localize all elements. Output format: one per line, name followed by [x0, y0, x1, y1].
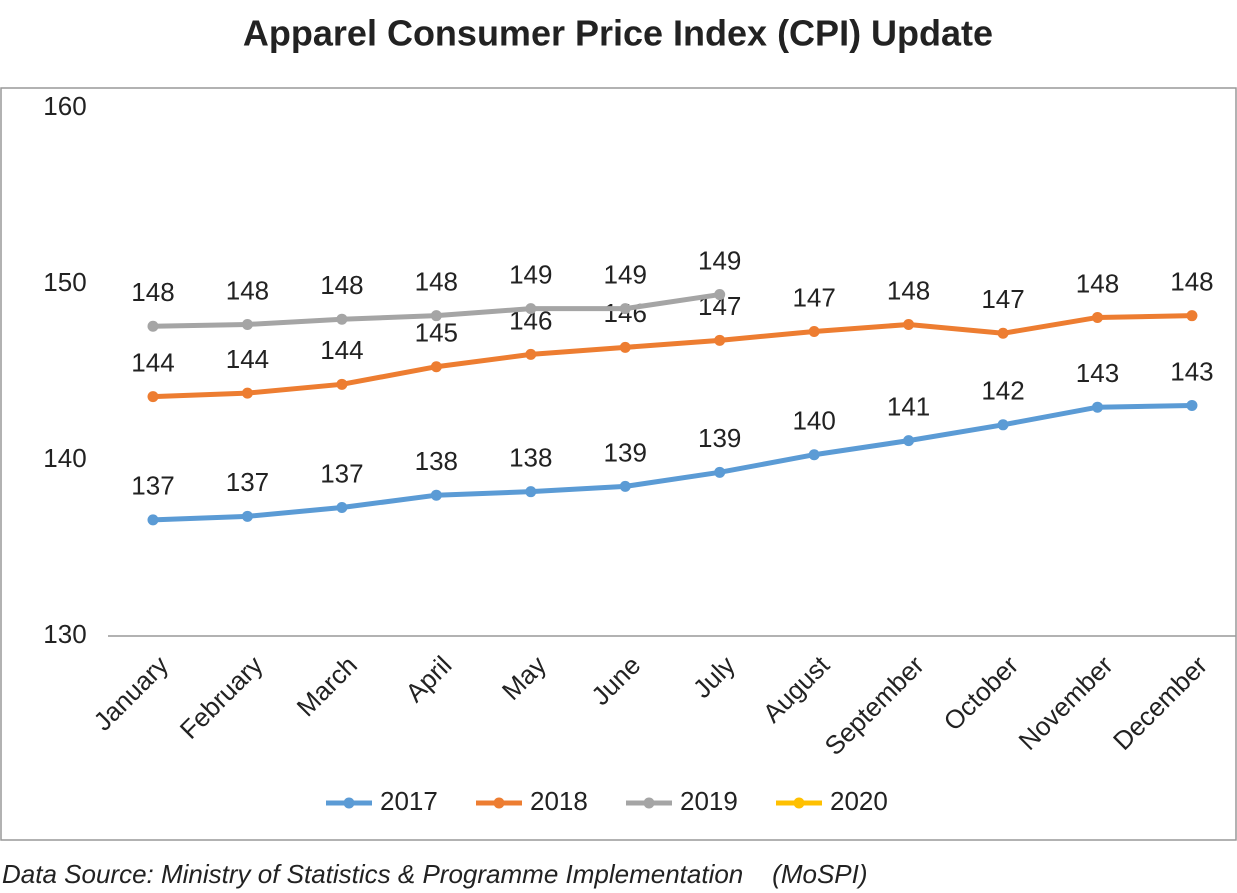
legend-marker	[643, 797, 655, 809]
x-tick-label: October	[938, 650, 1025, 737]
x-tick-label: May	[496, 650, 552, 706]
x-tick-label: December	[1107, 650, 1213, 756]
data-label: 141	[887, 392, 930, 422]
data-label: 149	[604, 260, 647, 290]
data-label: 148	[887, 275, 930, 305]
legend-marker	[343, 797, 355, 809]
data-label: 143	[1170, 356, 1213, 386]
data-point	[147, 514, 159, 526]
data-point	[336, 502, 348, 514]
data-point	[430, 310, 442, 322]
legend-label: 2017	[380, 786, 438, 816]
data-label: 144	[320, 335, 363, 365]
data-point	[808, 326, 820, 338]
data-label: 149	[698, 245, 741, 275]
data-point	[525, 303, 537, 315]
data-label: 139	[604, 437, 647, 467]
data-point	[525, 348, 537, 360]
data-point	[619, 480, 631, 492]
x-tick-label: July	[687, 650, 741, 704]
x-tick-label: August	[757, 649, 836, 728]
data-label: 149	[509, 260, 552, 290]
data-label: 138	[509, 443, 552, 473]
data-label: 139	[698, 423, 741, 453]
data-label: 137	[226, 467, 269, 497]
legend-marker	[493, 797, 505, 809]
y-tick-label: 160	[43, 91, 86, 121]
data-point	[808, 449, 820, 461]
source-note: Data Source: Ministry of Statistics & Pr…	[2, 859, 868, 889]
chart-frame	[0, 87, 1237, 841]
data-point	[336, 378, 348, 390]
data-label: 137	[320, 458, 363, 488]
data-point	[147, 391, 159, 403]
data-point	[336, 313, 348, 325]
data-point	[525, 486, 537, 498]
data-label: 148	[1076, 268, 1119, 298]
data-point	[241, 387, 253, 399]
data-point	[1186, 399, 1198, 411]
y-tick-label: 130	[43, 619, 86, 649]
data-label: 147	[981, 284, 1024, 314]
data-label: 145	[415, 318, 458, 348]
data-label: 148	[131, 277, 174, 307]
data-label: 144	[226, 344, 269, 374]
data-label: 138	[415, 446, 458, 476]
legend-label: 2018	[530, 786, 588, 816]
data-point	[1092, 401, 1103, 413]
x-tick-label: April	[399, 650, 457, 708]
x-tick-label: November	[1013, 650, 1119, 756]
x-tick-label: September	[819, 650, 930, 761]
x-tick-label: June	[585, 650, 646, 711]
data-point	[241, 510, 253, 522]
x-tick-label: February	[174, 650, 269, 745]
data-point	[241, 318, 253, 330]
data-point	[147, 320, 159, 332]
data-label: 148	[320, 270, 363, 300]
series-line	[152, 313, 1192, 400]
data-label: 140	[792, 406, 835, 436]
data-label: 147	[792, 282, 835, 312]
data-label: 144	[131, 348, 174, 378]
legend-label: 2020	[830, 786, 888, 816]
y-tick-label: 150	[43, 267, 86, 297]
data-point	[714, 466, 726, 478]
data-label: 148	[1170, 267, 1213, 297]
data-point	[903, 318, 915, 330]
data-point	[714, 289, 726, 301]
legend-marker	[793, 797, 805, 809]
chart-title: Apparel Consumer Price Index (CPI) Updat…	[243, 13, 993, 54]
data-point	[997, 327, 1009, 339]
data-point	[903, 435, 915, 447]
data-point	[430, 361, 442, 373]
data-label: 148	[415, 267, 458, 297]
data-label: 143	[1076, 358, 1119, 388]
data-point	[997, 419, 1009, 431]
series-line	[152, 402, 1192, 523]
data-point	[1186, 310, 1198, 322]
data-label: 142	[981, 376, 1024, 406]
y-tick-label: 140	[43, 443, 86, 473]
data-point	[619, 303, 631, 315]
data-label: 137	[131, 471, 174, 501]
data-point	[619, 341, 631, 353]
x-tick-label: January	[87, 650, 174, 737]
data-label: 148	[226, 275, 269, 305]
x-tick-label: March	[291, 650, 363, 722]
data-point	[714, 334, 726, 346]
legend-label: 2019	[680, 786, 738, 816]
data-point	[1092, 311, 1103, 323]
data-point	[430, 489, 442, 501]
